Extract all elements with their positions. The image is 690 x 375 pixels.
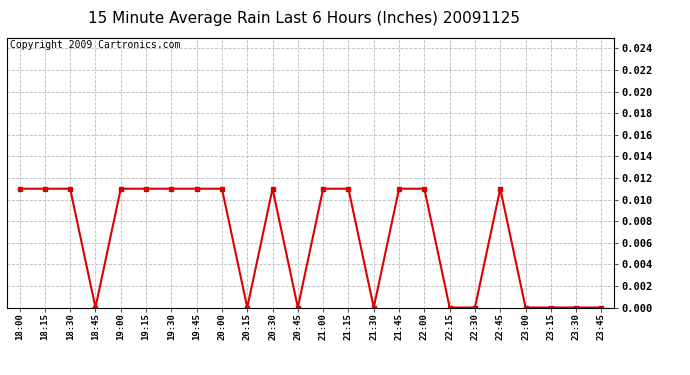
Text: 15 Minute Average Rain Last 6 Hours (Inches) 20091125: 15 Minute Average Rain Last 6 Hours (Inc… bbox=[88, 11, 520, 26]
Text: Copyright 2009 Cartronics.com: Copyright 2009 Cartronics.com bbox=[10, 40, 180, 50]
